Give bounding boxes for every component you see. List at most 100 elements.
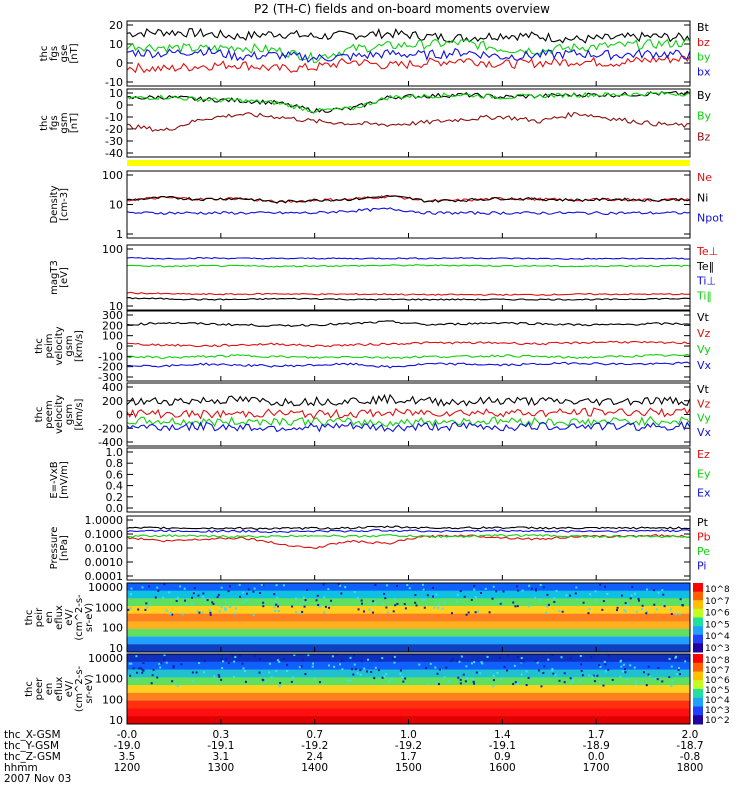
series-line [127, 361, 691, 369]
spectrogram-speckle [277, 609, 280, 612]
spectrogram-speckle [152, 668, 155, 671]
spectrogram-speckle [431, 595, 434, 598]
series-line [126, 533, 690, 539]
spectrogram-band [127, 661, 690, 671]
spectrogram-speckle [282, 658, 285, 661]
spectrogram-speckle [129, 607, 132, 610]
spectrogram-speckle [545, 612, 548, 615]
spectrogram-speckle [414, 594, 417, 597]
ylabel-line: eV/ [64, 609, 75, 626]
spectrogram-speckle [441, 607, 444, 610]
spectrogram-speckle [464, 680, 467, 683]
spectrogram-speckle [278, 685, 281, 688]
spectrogram-speckle [203, 660, 206, 663]
spectrogram-speckle [275, 584, 278, 587]
spectrogram-speckle [484, 587, 487, 590]
spectrogram-band [127, 621, 690, 630]
spectrogram-speckle [623, 609, 626, 612]
spectrogram-speckle [222, 660, 225, 663]
spectrogram-speckle [339, 663, 342, 666]
y-tick-label: 100 [102, 330, 123, 343]
spectrogram-speckle [392, 657, 395, 660]
spectrogram-speckle [496, 671, 499, 674]
spectrogram-speckle [381, 657, 384, 660]
spectrogram-speckle [218, 675, 221, 678]
spectrogram-speckle [353, 591, 356, 594]
spectrogram-speckle [536, 661, 539, 664]
spectrogram-speckle [191, 671, 194, 674]
spectrogram-speckle [352, 673, 355, 676]
ylabel-line: fgs [49, 115, 60, 130]
spectrogram-speckle [589, 593, 592, 596]
spectrogram-speckle [535, 660, 538, 663]
xaxis-row-label: thc_Y-GSM [4, 740, 59, 752]
spectrogram-speckle [554, 674, 557, 677]
spectrogram-speckle [220, 678, 223, 681]
spectrogram-speckle [339, 584, 342, 587]
spectrogram-speckle [239, 595, 241, 598]
spectrogram-speckle [657, 591, 660, 594]
spectrogram-speckle [439, 668, 442, 671]
spectrogram-speckle [611, 678, 614, 681]
y-tick-label: -20 [105, 123, 123, 136]
spectrogram-speckle [640, 682, 643, 685]
spectrogram-speckle [302, 601, 305, 604]
ylabel-line: gsm [64, 404, 75, 425]
colorbar-segment [693, 680, 703, 690]
xaxis-value: -0.8 [680, 751, 701, 763]
spectrogram-speckle [144, 608, 147, 611]
spectrogram-band [127, 669, 690, 678]
spectrogram-speckle [193, 587, 196, 590]
spectrogram-speckle [675, 673, 678, 676]
series-line [126, 529, 691, 534]
y-tick-label: 400 [102, 381, 123, 394]
xaxis-value: 1600 [489, 762, 516, 774]
spectrogram-speckle [646, 588, 649, 591]
spectrogram-speckle [135, 655, 138, 658]
panel-8: Pressure [nPa] 1.00000.10000.01000.00100.0… [49, 514, 711, 583]
spectrogram-speckle [603, 660, 606, 663]
spectrogram-speckle [165, 609, 168, 612]
y-tick-label: 0.2 [106, 491, 124, 504]
spectrogram-speckle [220, 658, 223, 661]
spectrogram-speckle [203, 598, 206, 601]
colorbar-tick-label: 10^4 [705, 632, 730, 642]
spectrogram-speckle [678, 673, 681, 676]
spectrogram-speckle [145, 602, 148, 605]
date-label: 2007 Nov 03 [4, 773, 71, 785]
ylabel-line: [eV] [59, 267, 70, 288]
spectrogram-speckle [579, 679, 582, 682]
spectrogram-speckle [136, 671, 139, 674]
spectrogram-speckle [341, 659, 344, 662]
spectrogram-speckle [381, 602, 384, 605]
spectrogram-speckle [624, 602, 627, 605]
ylabel-line: fgs [49, 46, 60, 61]
spectrogram-speckle [514, 681, 517, 684]
spectrogram-speckle [641, 608, 644, 611]
legend-label: Ni [697, 191, 708, 204]
spectrogram-speckle [641, 604, 644, 607]
y-tick-label: 1.0 [106, 446, 124, 459]
spectrogram-speckle [327, 664, 330, 667]
ylabel-line: sr-eV) [84, 603, 95, 632]
spectrogram-speckle [629, 597, 632, 600]
spectrogram-speckle [552, 672, 555, 675]
series-line [126, 534, 691, 549]
spectrogram-speckle [488, 611, 491, 614]
spectrogram-speckle [172, 666, 175, 669]
spectrogram-speckle [394, 604, 397, 607]
spectrogram-speckle [385, 606, 388, 609]
spectrogram-speckle [520, 660, 523, 663]
spectrogram-speckle [616, 606, 619, 609]
legend-label: Npot [697, 212, 724, 225]
spectrogram-speckle [604, 663, 607, 666]
spectrogram-speckle [151, 674, 154, 677]
spectrogram-speckle [414, 601, 417, 604]
spectrogram-speckle [445, 666, 448, 669]
spectrogram-speckle [191, 596, 194, 599]
xaxis-value: 1.7 [400, 751, 417, 763]
spectrogram-speckle [429, 662, 432, 665]
spectrogram-speckle [270, 676, 273, 679]
legend-label: Pi [697, 560, 706, 573]
spectrogram-speckle [595, 598, 598, 601]
